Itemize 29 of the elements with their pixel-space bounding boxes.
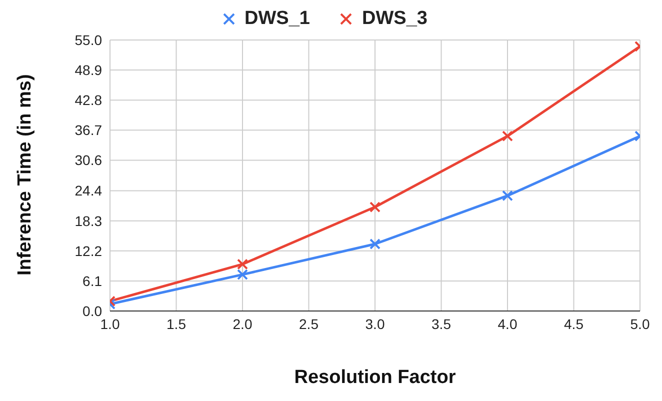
x-tick-label: 1.5 xyxy=(166,316,186,332)
x-tick-label: 3.5 xyxy=(432,316,452,332)
y-tick-label: 48.9 xyxy=(74,62,102,78)
x-tick-label: 5.0 xyxy=(630,316,650,332)
y-tick-label: 36.7 xyxy=(74,122,102,138)
point xyxy=(502,190,513,202)
point xyxy=(237,258,248,270)
x-tick-label: 4.0 xyxy=(498,316,518,332)
y-tick-label: 18.3 xyxy=(74,212,102,229)
x-tick-label: 1.0 xyxy=(100,316,120,332)
legend-label: DWS_3 xyxy=(361,8,428,30)
point xyxy=(502,130,513,142)
y-tick-label: 30.6 xyxy=(74,152,102,168)
x-tick-label: 2.5 xyxy=(299,316,319,332)
x-axis-title: Resolution Factor xyxy=(294,367,456,388)
point xyxy=(237,269,248,280)
point xyxy=(370,238,380,250)
x-tick-label: 3.0 xyxy=(365,316,385,332)
y-axis-title: Inference Time (in ms) xyxy=(14,74,36,276)
y-tick-label: 0.0 xyxy=(82,302,102,319)
y-tick-label: 6.1 xyxy=(82,272,102,289)
legend-label: DWS_1 xyxy=(244,8,310,30)
x-tick-label: 4.5 xyxy=(564,316,584,332)
x-tick-label: 2.0 xyxy=(232,316,252,332)
y-tick-label: 24.4 xyxy=(74,182,102,199)
y-tick-label: 55.0 xyxy=(74,32,102,48)
point xyxy=(370,202,380,213)
y-tick-label: 12.2 xyxy=(74,242,102,259)
y-tick-label: 42.8 xyxy=(74,92,102,108)
